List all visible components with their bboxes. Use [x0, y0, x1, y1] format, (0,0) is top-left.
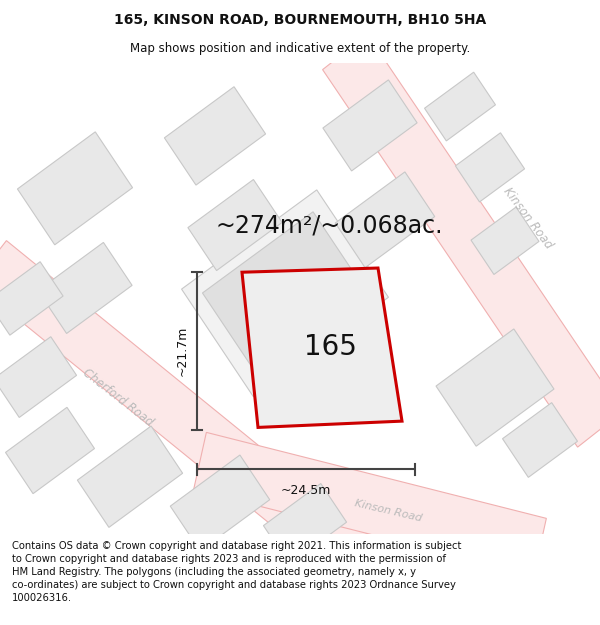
Polygon shape: [0, 262, 63, 335]
Polygon shape: [17, 132, 133, 245]
Text: Map shows position and indicative extent of the property.: Map shows position and indicative extent…: [130, 42, 470, 55]
Polygon shape: [471, 207, 539, 274]
Polygon shape: [0, 337, 77, 418]
Polygon shape: [202, 212, 368, 374]
Polygon shape: [503, 402, 577, 478]
Text: ~21.7m: ~21.7m: [176, 326, 188, 376]
Polygon shape: [323, 34, 600, 447]
Polygon shape: [323, 80, 417, 171]
Text: ~24.5m: ~24.5m: [281, 484, 331, 497]
Text: Kinson Road: Kinson Road: [353, 499, 422, 524]
Text: 165: 165: [304, 333, 356, 361]
Polygon shape: [38, 242, 132, 334]
Polygon shape: [77, 426, 182, 528]
Polygon shape: [182, 190, 388, 396]
Polygon shape: [5, 408, 94, 494]
Polygon shape: [188, 179, 282, 271]
Polygon shape: [436, 329, 554, 446]
Text: Cherford Road: Cherford Road: [80, 367, 155, 429]
Polygon shape: [335, 172, 435, 268]
Polygon shape: [0, 241, 406, 608]
Text: Kinson Road: Kinson Road: [501, 184, 555, 251]
Polygon shape: [170, 455, 270, 551]
Polygon shape: [425, 72, 496, 141]
Text: Contains OS data © Crown copyright and database right 2021. This information is : Contains OS data © Crown copyright and d…: [12, 541, 461, 603]
Polygon shape: [194, 432, 547, 576]
Polygon shape: [164, 87, 266, 185]
Polygon shape: [242, 268, 402, 428]
Polygon shape: [455, 132, 524, 202]
Text: 165, KINSON ROAD, BOURNEMOUTH, BH10 5HA: 165, KINSON ROAD, BOURNEMOUTH, BH10 5HA: [114, 12, 486, 26]
Polygon shape: [263, 484, 347, 564]
Text: ~274m²/~0.068ac.: ~274m²/~0.068ac.: [215, 213, 443, 237]
